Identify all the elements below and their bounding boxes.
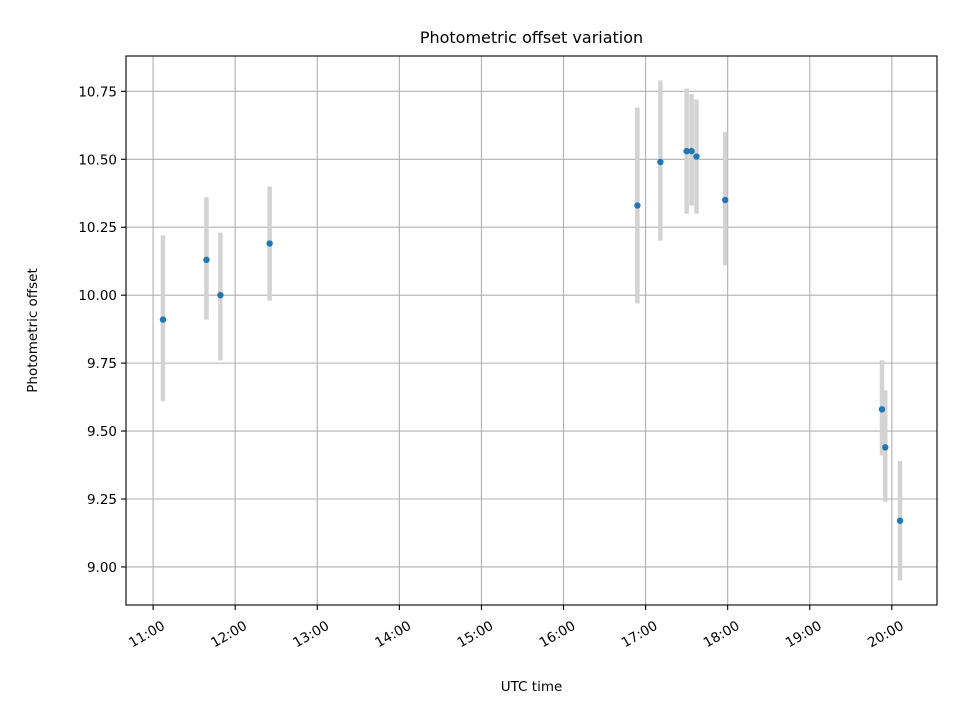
data-point	[693, 153, 700, 160]
y-axis-label: Photometric offset	[25, 268, 41, 392]
x-tick-label: 13:00	[290, 618, 332, 651]
data-point	[657, 158, 664, 166]
data-point	[266, 240, 273, 247]
chart-title: Photometric offset variation	[420, 28, 643, 47]
data-point	[878, 406, 886, 413]
data-point	[688, 147, 695, 155]
data-point	[722, 196, 729, 204]
x-tick-label: 20:00	[865, 618, 907, 651]
y-tick-label: 10.25	[78, 220, 117, 236]
y-tick-label: 10.75	[78, 84, 117, 100]
y-tick-label: 9.00	[87, 560, 117, 576]
y-tick-label: 10.50	[78, 152, 117, 168]
data-points	[159, 147, 904, 524]
x-tick-label: 15:00	[455, 618, 497, 651]
x-tick-label: 17:00	[619, 618, 661, 651]
x-tick-label: 16:00	[537, 618, 579, 651]
data-point	[159, 316, 167, 323]
x-tick-label: 18:00	[701, 618, 743, 651]
y-tick-label: 9.50	[87, 424, 117, 440]
x-tick-label: 14:00	[372, 618, 414, 651]
errorbars	[160, 80, 903, 581]
x-tick-label: 11:00	[126, 618, 168, 651]
axis-ticks: 11:00 12:00 13:00 14:00 15:00 16:00 17:00 18:00…	[78, 84, 906, 651]
data-point	[203, 256, 210, 264]
data-point	[882, 444, 889, 451]
data-point	[896, 517, 904, 524]
data-point	[683, 147, 690, 155]
y-tick-label: 9.75	[87, 356, 117, 372]
plot-frame	[125, 55, 938, 606]
x-axis-label: UTC time	[501, 679, 563, 695]
grid	[126, 56, 937, 605]
x-tick-label: 12:00	[208, 618, 250, 651]
data-point	[217, 291, 224, 299]
data-point	[634, 202, 641, 209]
y-tick-label: 10.00	[78, 288, 117, 304]
x-tick-label: 19:00	[783, 618, 825, 651]
y-tick-label: 9.25	[87, 492, 117, 508]
